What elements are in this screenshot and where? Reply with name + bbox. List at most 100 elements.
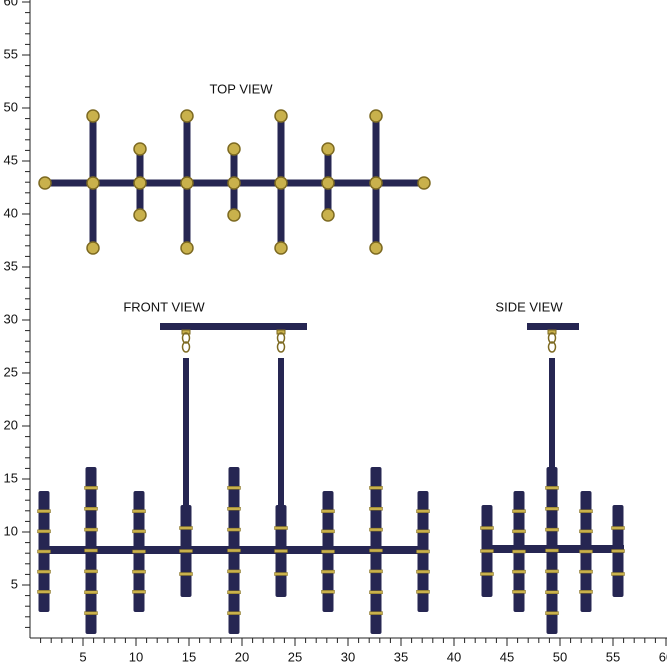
ring [227, 527, 241, 532]
ring [579, 569, 593, 574]
x-tick-label: 10 [129, 649, 143, 664]
ring [84, 548, 98, 553]
ring [579, 590, 593, 594]
ring [545, 611, 559, 615]
y-tick-label: 40 [4, 205, 18, 220]
x-tick-label: 50 [553, 649, 567, 664]
ring [274, 572, 288, 576]
canopy [160, 323, 307, 330]
ring [84, 527, 98, 532]
ring [611, 572, 625, 576]
mount [276, 329, 286, 335]
finial [38, 176, 52, 190]
y-tick-label: 5 [11, 576, 18, 591]
chain-link [276, 332, 286, 344]
ring [369, 527, 383, 532]
ring [321, 569, 335, 574]
ring [369, 569, 383, 574]
mount [181, 329, 191, 335]
finial [274, 176, 288, 190]
finial [133, 176, 147, 190]
ring [369, 486, 383, 490]
ring [37, 509, 51, 513]
ring [416, 569, 430, 574]
ring [321, 549, 335, 554]
ring [179, 526, 193, 530]
ring [416, 509, 430, 513]
ring [132, 569, 146, 574]
x-tick-label: 25 [288, 649, 302, 664]
y-tick-label: 20 [4, 417, 18, 432]
ring [227, 590, 241, 594]
ring [480, 549, 494, 553]
ring [132, 509, 146, 513]
top-view-label: TOP VIEW [209, 81, 273, 96]
ring [545, 569, 559, 574]
y-tick-label: 30 [4, 311, 18, 326]
x-tick-label: 60 [659, 649, 667, 664]
x-tick-label: 35 [394, 649, 408, 664]
ring [579, 529, 593, 534]
ring [416, 529, 430, 534]
mount [547, 329, 557, 335]
ring [132, 549, 146, 554]
finial [227, 142, 241, 156]
chain-link [181, 341, 191, 353]
ring [37, 529, 51, 534]
finial [227, 208, 241, 222]
x-tick-label: 30 [341, 649, 355, 664]
ring [369, 590, 383, 594]
ring [227, 507, 241, 511]
finial [86, 109, 100, 123]
finial [274, 241, 288, 255]
y-tick-label: 25 [4, 364, 18, 379]
finial [321, 208, 335, 222]
finial [227, 176, 241, 190]
y-tick-label: 60 [4, 0, 18, 8]
stem [183, 358, 189, 510]
ring [369, 611, 383, 615]
side-view-label: SIDE VIEW [495, 299, 563, 314]
finial [321, 142, 335, 156]
finial [86, 241, 100, 255]
x-tick-label: 55 [606, 649, 620, 664]
y-tick-label: 10 [4, 523, 18, 538]
ring [611, 526, 625, 530]
x-tick-label: 20 [235, 649, 249, 664]
ring [227, 569, 241, 574]
front-view-label: FRONT VIEW [123, 299, 205, 314]
x-tick-label: 5 [79, 649, 86, 664]
chain-link [547, 341, 557, 353]
ring [227, 548, 241, 553]
finial [321, 176, 335, 190]
y-tick-label: 50 [4, 99, 18, 114]
ring [84, 611, 98, 615]
finial [369, 241, 383, 255]
x-tick-label: 40 [447, 649, 461, 664]
y-tick-label: 35 [4, 258, 18, 273]
chain-link [276, 341, 286, 353]
ring [179, 549, 193, 553]
ring [512, 549, 526, 554]
ring [545, 548, 559, 553]
finial [180, 176, 194, 190]
ring [132, 529, 146, 534]
chain-link [547, 332, 557, 344]
ring [132, 590, 146, 594]
ring [579, 509, 593, 513]
ring [369, 548, 383, 553]
ring [579, 549, 593, 554]
finial [369, 109, 383, 123]
ring [274, 549, 288, 553]
finial [180, 109, 194, 123]
y-tick-label: 45 [4, 152, 18, 167]
finial [133, 208, 147, 222]
y-tick-label: 15 [4, 470, 18, 485]
ring [480, 526, 494, 530]
y-tick-label: 55 [4, 46, 18, 61]
finial [86, 176, 100, 190]
ring [416, 549, 430, 554]
finial [417, 176, 431, 190]
ring [37, 590, 51, 594]
